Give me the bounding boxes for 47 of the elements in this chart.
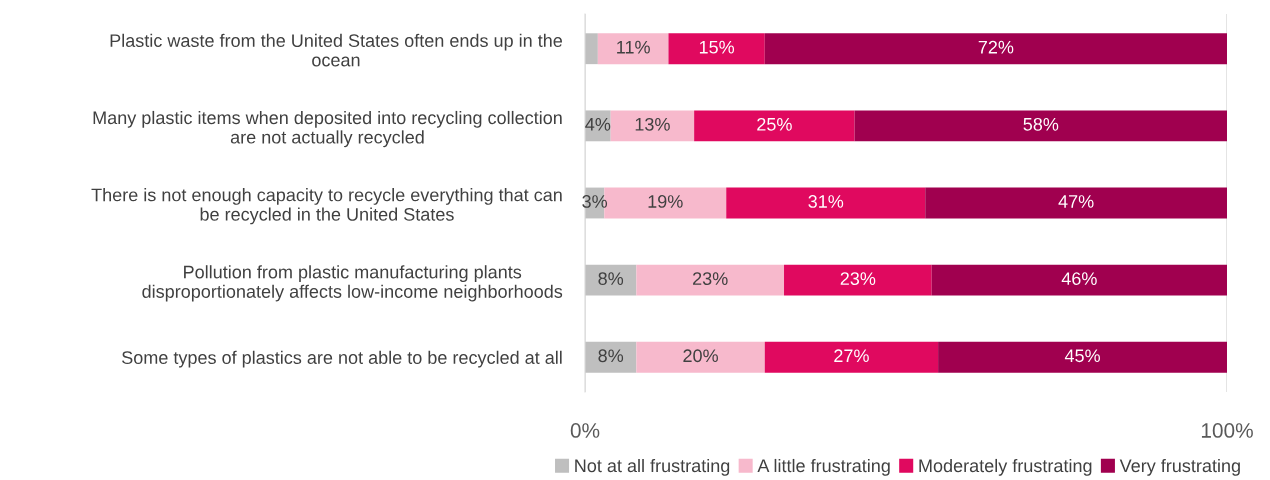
data-label: 11% — [617, 40, 650, 54]
bar — [668, 33, 765, 65]
bar — [764, 33, 1227, 65]
data-label: 72% — [978, 40, 1014, 54]
bar — [597, 33, 669, 65]
bar — [726, 187, 926, 219]
legend-label: Moderately frustrating — [919, 458, 1092, 476]
x-tick-label: 100% — [1201, 423, 1253, 438]
data-label: 25% — [757, 117, 792, 131]
y-tick-label: Some types of plastics are not able to be recycled at all — [122, 350, 562, 368]
bar — [938, 341, 1227, 373]
bar — [636, 264, 785, 296]
bar — [784, 264, 932, 296]
data-label: 8% — [598, 272, 624, 285]
data-label: 46% — [1061, 272, 1097, 285]
data-label: 47% — [1058, 195, 1094, 208]
legend-label: Very frustrating — [1119, 458, 1240, 476]
bar — [925, 187, 1227, 219]
y-tick-label: Many plastic items when deposited into recycling collection are not actually recycled — [93, 110, 562, 148]
data-label: 23% — [840, 272, 876, 285]
y-tick-label: Pollution from plastic manufacturing plants disproportionately affects low-income neighborhoods — [142, 265, 563, 302]
bar — [610, 110, 695, 142]
data-label: 19% — [648, 195, 683, 208]
bar — [585, 33, 598, 65]
data-label: 4% — [585, 118, 611, 131]
y-tick-label: There is not enough capacity to recycle everything that can be recycled in the United States — [91, 188, 562, 225]
data-label: 8% — [598, 349, 624, 363]
data-label: 23% — [693, 272, 728, 285]
x-tick-label: 0% — [570, 423, 600, 438]
bar — [694, 110, 855, 142]
data-label: 13% — [635, 117, 670, 131]
bar — [764, 341, 939, 373]
bar — [636, 341, 765, 373]
bar — [931, 264, 1227, 296]
bar — [585, 341, 637, 373]
data-label: 15% — [699, 40, 735, 54]
legend-label: Not at all frustrating — [575, 458, 730, 476]
bar — [854, 110, 1227, 142]
data-label: 27% — [834, 349, 869, 363]
data-label: 20% — [683, 349, 718, 363]
legend-label: A little frustrating — [757, 458, 890, 476]
data-label: 3% — [582, 195, 608, 208]
data-label: 31% — [808, 195, 844, 208]
y-tick-label: Plastic waste from the United States often ends up in the ocean — [110, 33, 562, 67]
data-label: 45% — [1064, 349, 1100, 363]
data-label: 58% — [1023, 117, 1059, 131]
bar — [585, 264, 637, 296]
